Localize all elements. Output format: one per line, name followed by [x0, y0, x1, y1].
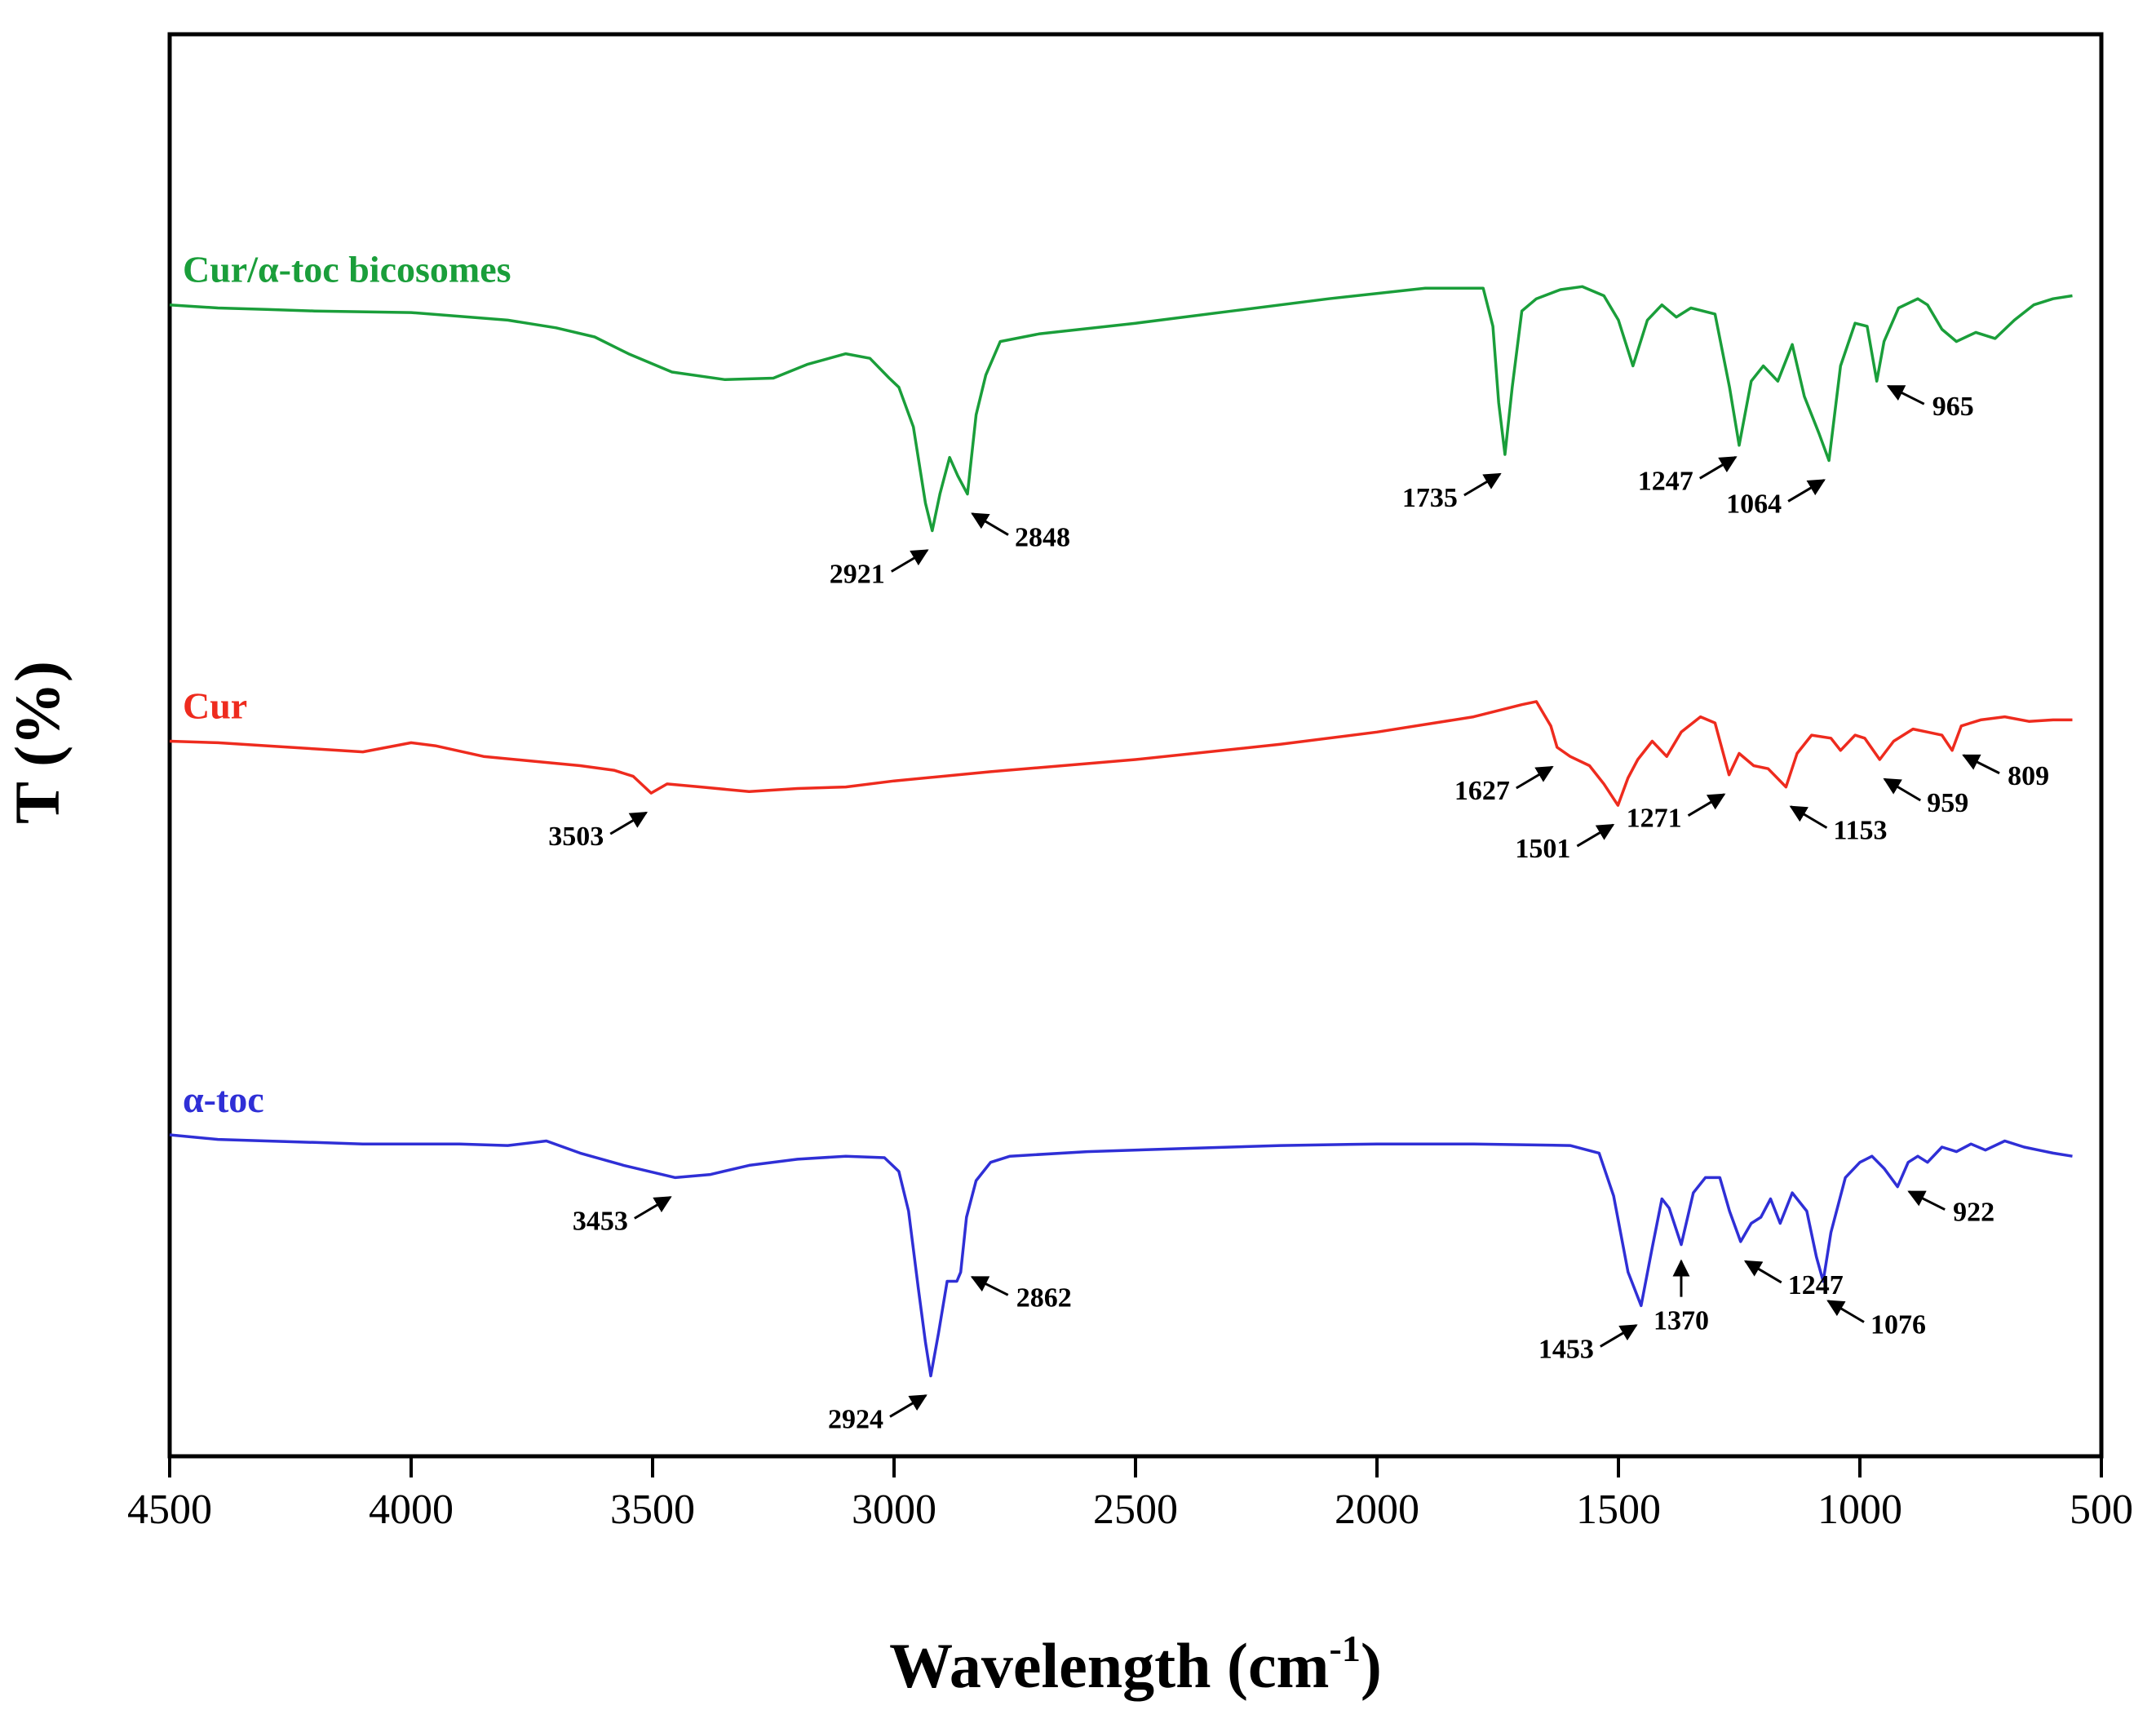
series-layer — [169, 285, 2073, 1378]
x-tick-label: 4500 — [127, 1486, 212, 1533]
annotation-arrow — [1576, 823, 1615, 848]
annotation-arrow — [1886, 384, 1925, 405]
annotation-label: 1064 — [1726, 489, 1782, 519]
annotation-arrow — [1883, 777, 1922, 802]
x-axis-title-superscript: -1 — [1330, 1628, 1361, 1669]
annotation-label: 2848 — [1015, 523, 1070, 553]
annotation-label: 1271 — [1627, 804, 1682, 834]
x-axis-title-main: Wavelength (cm — [889, 1630, 1329, 1701]
annotation-label: 922 — [1953, 1198, 1994, 1228]
annotation-arrow — [1787, 479, 1826, 503]
annotation-arrow — [1907, 1190, 1946, 1211]
annotation-label: 1501 — [1515, 834, 1570, 864]
annotation-arrow — [889, 1394, 927, 1418]
series-labels: Cur/α-toc bicosomes Cur α-toc — [183, 249, 511, 1120]
annotation-arrow — [1826, 1300, 1865, 1323]
annotation-arrow — [891, 549, 929, 573]
x-tick-label: 3000 — [852, 1486, 936, 1533]
x-tick-label: 3500 — [610, 1486, 695, 1533]
x-tick-label: 1500 — [1576, 1486, 1661, 1533]
annotation-label: 1370 — [1654, 1306, 1709, 1336]
x-tick-label: 2500 — [1093, 1486, 1178, 1533]
annotation-arrow — [634, 1196, 672, 1220]
annotation-arrow — [1687, 793, 1726, 817]
x-axis-title-close: ) — [1361, 1630, 1382, 1701]
annotation-label: 1247 — [1638, 466, 1693, 496]
series-line — [169, 1133, 2073, 1378]
series-line — [169, 700, 2073, 807]
x-axis-title: Wavelength (cm-1) — [889, 1628, 1382, 1701]
annotation-label: 2921 — [830, 559, 885, 589]
annotation-arrow — [970, 1275, 1009, 1296]
annotation-arrow — [1463, 472, 1502, 497]
x-tick-label: 2000 — [1335, 1486, 1419, 1533]
series-label: Cur — [183, 685, 247, 727]
x-tick-label: 4000 — [369, 1486, 454, 1533]
annotation-arrow — [1600, 1324, 1638, 1348]
x-tick-label: 500 — [2070, 1486, 2133, 1533]
annotation-label: 809 — [2008, 761, 2049, 791]
annotation-label: 3453 — [573, 1206, 628, 1236]
annotation-arrow — [971, 512, 1009, 536]
series-label: Cur/α-toc bicosomes — [183, 249, 511, 290]
annotation-arrow — [1516, 765, 1554, 790]
annotation-label: 1153 — [1833, 816, 1887, 846]
annotation-label: 1247 — [1788, 1270, 1844, 1300]
annotation-label: 2862 — [1016, 1282, 1072, 1313]
annotation-arrow — [1699, 456, 1738, 480]
annotation-arrow — [609, 811, 649, 835]
annotation-label: 1076 — [1870, 1310, 1926, 1340]
annotation-label: 3503 — [548, 822, 604, 852]
series-line — [169, 285, 2073, 533]
series-label: α-toc — [183, 1079, 264, 1120]
annotation-label: 1735 — [1402, 483, 1458, 513]
annotation-label: 2924 — [828, 1404, 883, 1434]
annotation-label: 1627 — [1454, 776, 1510, 806]
y-axis-title: T (%) — [2, 661, 73, 824]
annotation-arrow — [1789, 805, 1828, 829]
annotation-label: 1453 — [1538, 1334, 1594, 1364]
annotation-label: 959 — [1927, 788, 1968, 818]
x-tick-label: 1000 — [1817, 1486, 1902, 1533]
annotation-arrow — [1962, 754, 2000, 775]
annotation-arrow — [1743, 1260, 1782, 1284]
plot-frame — [167, 32, 2104, 1459]
annotation-label: 965 — [1932, 392, 1974, 422]
x-axis-ticks: 4500 4000 3500 3000 2500 2000 1500 1000 500 — [127, 1456, 2133, 1533]
